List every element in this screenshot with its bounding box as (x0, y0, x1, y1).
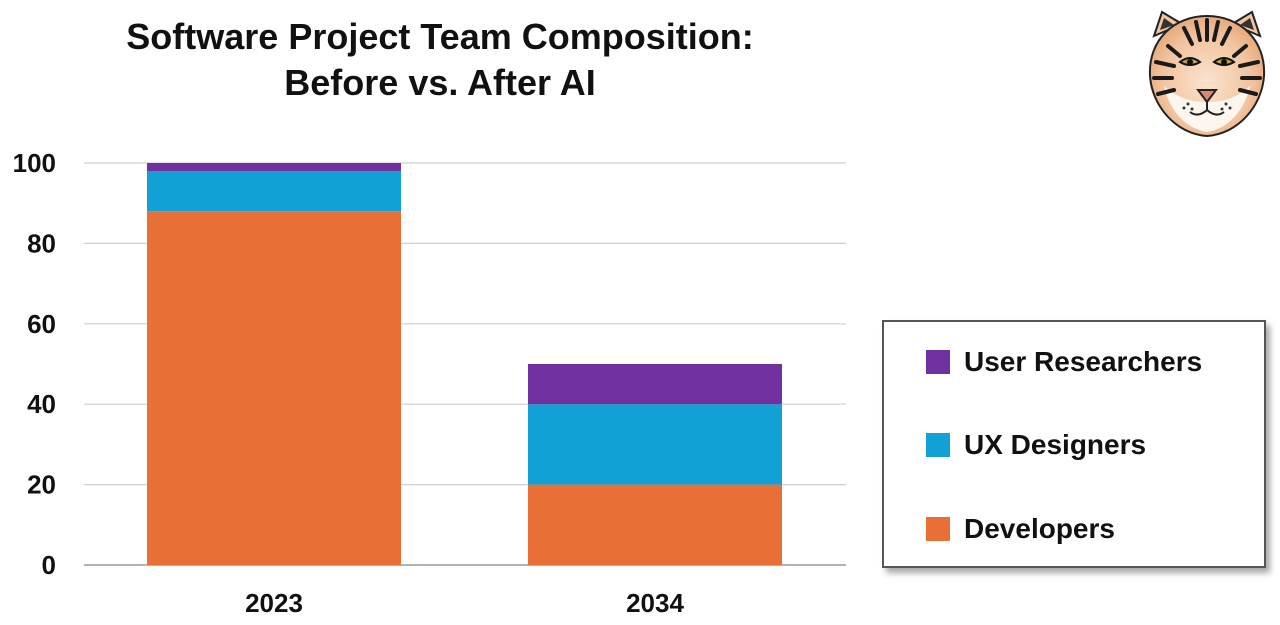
legend-swatch-user-researchers (926, 350, 950, 374)
x-tick-label-2034: 2034 (626, 588, 684, 618)
legend-swatch-developers (926, 517, 950, 541)
legend-swatch-ux-designers (926, 433, 950, 457)
y-tick-label-60: 60 (27, 309, 56, 339)
chart-title-line-2: Before vs. After AI (284, 62, 596, 103)
chart-legend: User Researchers UX Designers Developers (882, 320, 1266, 568)
bar-2023-developers (147, 211, 401, 566)
chart-title-line-1: Software Project Team Composition: (126, 16, 754, 57)
legend-label-developers: Developers (964, 513, 1115, 544)
chart-title: Software Project Team Composition: Befor… (40, 14, 840, 106)
y-tick-label-20: 20 (27, 470, 56, 500)
bar-2034-developers (528, 484, 782, 565)
tiger-head-icon (1148, 10, 1266, 138)
y-tick-label-80: 80 (27, 228, 56, 258)
bar-2034-user-researchers (528, 364, 782, 405)
bar-2023-ux-designers (147, 171, 401, 212)
legend-item-developers: Developers (926, 509, 1115, 549)
bar-2034-ux-designers (528, 404, 782, 485)
y-tick-label-100: 100 (13, 148, 56, 178)
bar-2023-user-researchers (147, 163, 401, 172)
legend-item-user-researchers: User Researchers (926, 342, 1202, 382)
y-tick-label-40: 40 (27, 389, 56, 419)
legend-label-user-researchers: User Researchers (964, 346, 1203, 377)
legend-item-ux-designers: UX Designers (926, 425, 1146, 465)
x-tick-label-2023: 2023 (245, 588, 303, 618)
stacked-bar-chart: 0 20 40 60 80 100 2023 2034 (13, 148, 846, 618)
legend-label-ux-designers: UX Designers (964, 429, 1147, 460)
y-tick-label-0: 0 (42, 550, 56, 580)
